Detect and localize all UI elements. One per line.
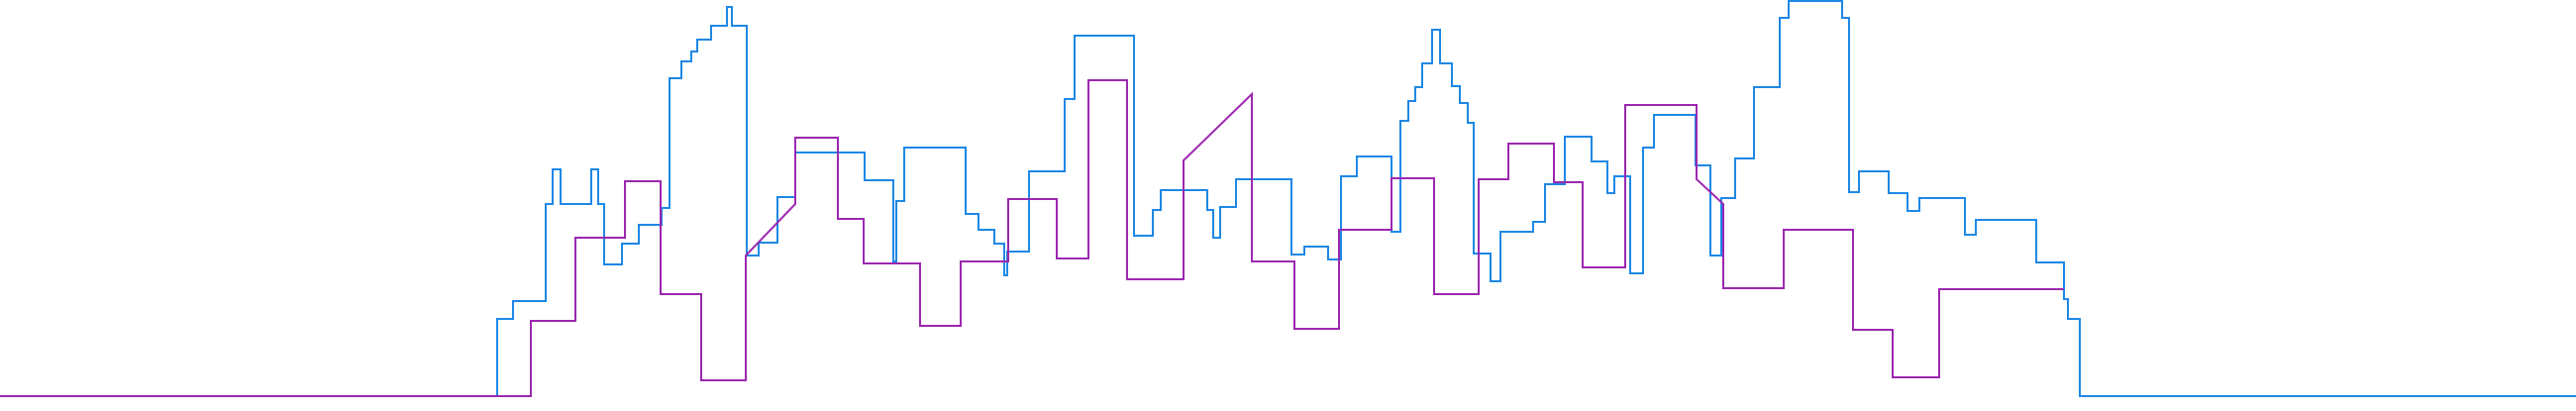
purple-skyline-outline xyxy=(0,79,2064,397)
blue-skyline-outline xyxy=(0,0,2576,397)
